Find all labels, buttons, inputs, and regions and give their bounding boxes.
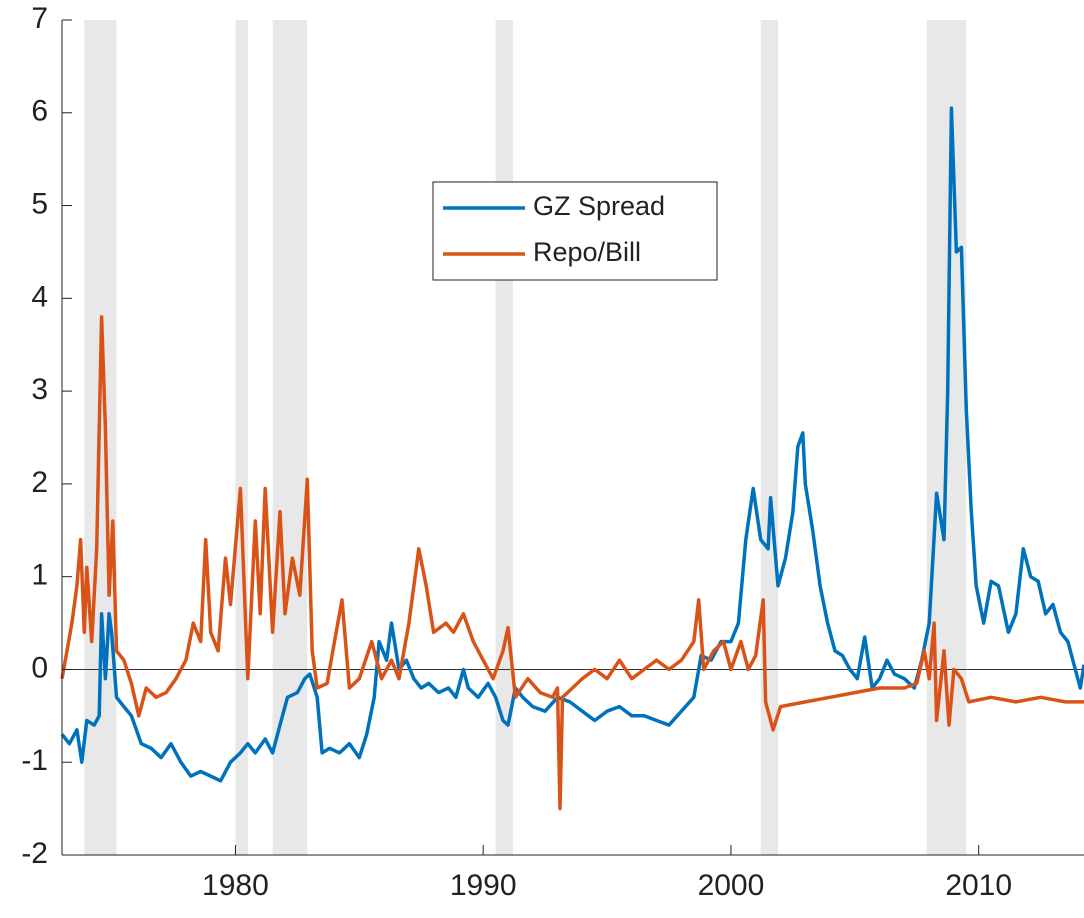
y-tick-label: -1 [21, 744, 48, 777]
y-tick-label: 2 [31, 466, 48, 499]
recession-band [272, 20, 308, 855]
legend: GZ Spread Repo/Bill [432, 181, 718, 281]
x-tick-label: 2000 [698, 869, 765, 902]
series-line [60, 106, 1084, 783]
legend-label: Repo/Bill [533, 237, 641, 267]
recession-band [495, 20, 513, 855]
y-tick-label: 7 [31, 2, 48, 35]
y-tick-label: 1 [31, 559, 48, 592]
recession-band [760, 20, 779, 855]
series-line [60, 315, 1084, 811]
y-tick-label: 6 [31, 95, 48, 128]
x-tick-label: 2010 [945, 869, 1012, 902]
x-tick-label: 1980 [202, 869, 269, 902]
y-tick-label: 3 [31, 373, 48, 406]
y-tick-label: -2 [21, 837, 48, 870]
y-tick-label: 4 [31, 280, 48, 313]
y-tick-label: 0 [31, 651, 48, 684]
legend-label: GZ Spread [533, 191, 665, 221]
x-tick-label: 1990 [450, 869, 517, 902]
y-tick-label: 5 [31, 187, 48, 220]
recession-band [235, 20, 248, 855]
legend-box [432, 181, 718, 281]
